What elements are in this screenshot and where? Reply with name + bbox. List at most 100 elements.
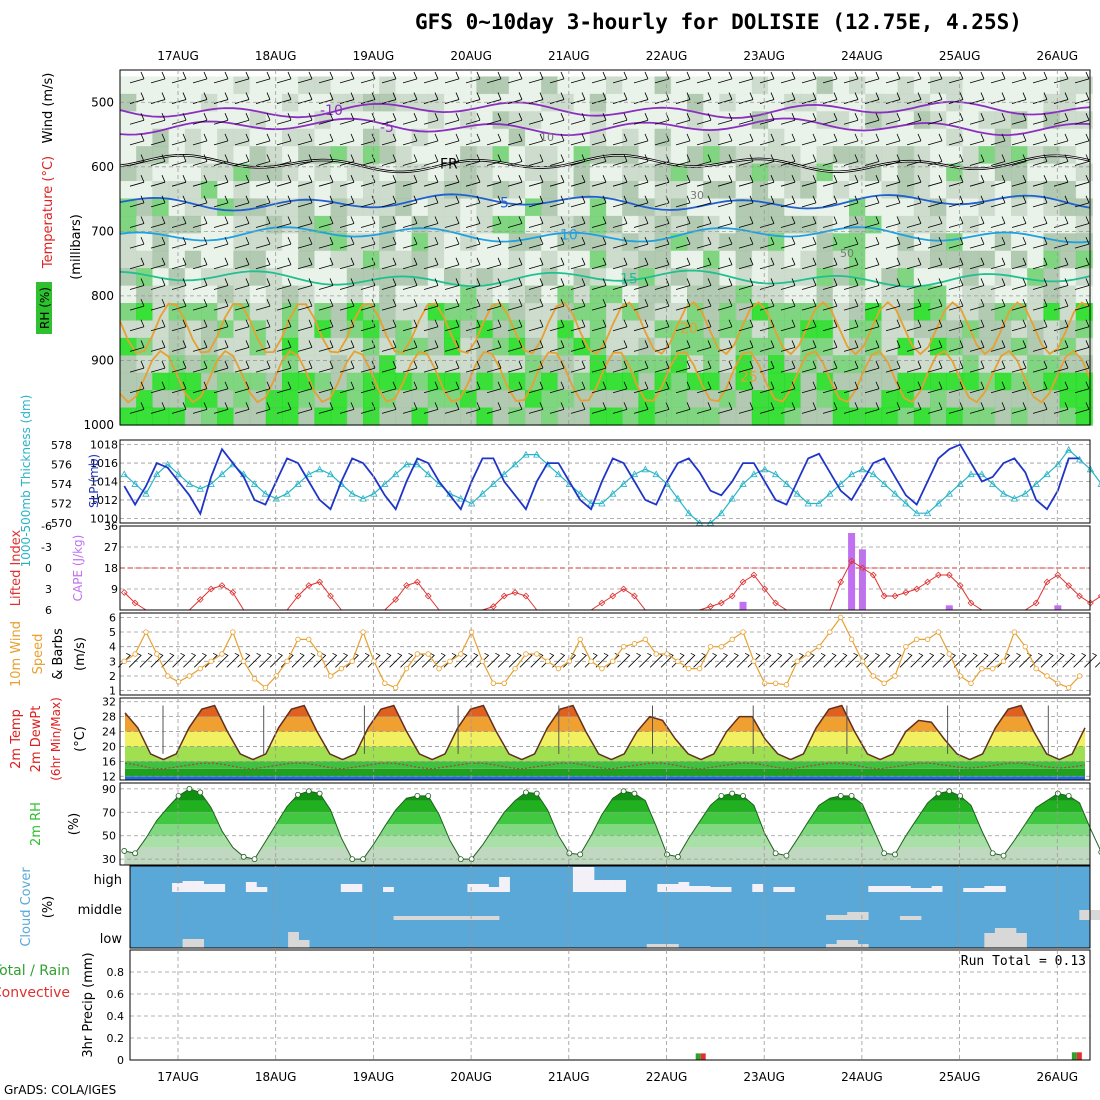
wind10-barb (780, 652, 794, 668)
bottom-date-24AUG: 24AUG (841, 1070, 883, 1084)
rh-shade-cell (184, 181, 202, 200)
wind-barb (759, 92, 775, 104)
rh-shade-cell (913, 163, 931, 182)
rh-shade-cell (832, 146, 850, 165)
rh-shade-cell (622, 76, 640, 95)
rh-shade-cell (363, 337, 380, 356)
wind-barb (990, 381, 1006, 394)
wind-barb (612, 236, 628, 249)
wind-barb (381, 195, 397, 208)
temp-tick: 12 (102, 770, 116, 783)
rh-shade-cell (427, 285, 445, 304)
wind-barb (885, 360, 901, 373)
wind-barb (486, 154, 502, 166)
rh-shade-cell (217, 337, 235, 356)
rh-shade-cell (201, 303, 218, 322)
rh-shade-cell (913, 146, 931, 165)
rh-shade-cell (816, 250, 834, 269)
wind-barb (234, 216, 250, 228)
lifted-point (489, 603, 497, 610)
wind-barb (822, 216, 838, 228)
cloud-high-bar (878, 886, 890, 892)
cloud-low-bar (836, 940, 848, 948)
wind-barb (381, 402, 397, 414)
wind-barb (696, 175, 712, 187)
wind-barb (234, 175, 250, 187)
rh-shade-cell (427, 320, 445, 339)
wind10-barb (617, 652, 631, 668)
wind10-point (523, 651, 529, 657)
rh-shade-cell (800, 355, 818, 374)
rh-shade-cell (249, 181, 267, 200)
thickness-point (826, 489, 834, 497)
rh-shade-cell (573, 198, 591, 217)
rh-shade-cell (541, 355, 559, 374)
rh-shade-cell (654, 163, 672, 182)
wind10-barb (1084, 652, 1098, 668)
cape-tick: 27 (104, 541, 118, 554)
rh-shade-cell (136, 163, 154, 182)
rh-point (360, 856, 366, 863)
rh-shade-cell (573, 303, 591, 322)
rh-shade-cell (719, 372, 737, 391)
wind-barb (822, 360, 838, 373)
rh-shade-cell (913, 233, 931, 252)
rh-shade-cell (897, 198, 915, 217)
rh-shade-cell (346, 111, 364, 130)
wind10-barb (487, 652, 501, 668)
wind-barb (948, 154, 964, 166)
wind-barb (465, 216, 481, 228)
wind-barb (234, 278, 250, 290)
lifted-point (511, 589, 519, 596)
wind10-barb (552, 652, 566, 668)
wind-barb (1053, 278, 1069, 290)
temp-contour-label: 15 (620, 271, 638, 287)
wind-barb (969, 278, 985, 290)
rh-shade-cell (768, 233, 785, 252)
rh-shade-cell (589, 163, 607, 182)
rh-shade-cell (784, 390, 802, 409)
rh-shade-cell (670, 355, 688, 374)
rh-shade-cell (282, 390, 299, 409)
wind-barb (780, 175, 796, 187)
cloud-middle-bar (847, 912, 859, 920)
wind-barb (801, 381, 817, 394)
wind10-point (382, 680, 388, 686)
wind10-barb (508, 652, 522, 668)
wind10-point (240, 658, 247, 665)
thickness-point (771, 470, 780, 478)
thickness-point (609, 489, 617, 497)
rh-shade-cell (1059, 163, 1077, 182)
wind-barb (444, 133, 460, 146)
rh-shade-cell (751, 163, 769, 182)
wind-barb (801, 319, 817, 332)
rh-shade-cell (508, 163, 526, 182)
rh-shade-cell (1027, 337, 1045, 356)
rh-shade-cell (233, 128, 251, 147)
wind10-barb (725, 652, 739, 668)
wind10-barb (704, 652, 718, 668)
wind-barb (150, 298, 166, 311)
wind-barb (843, 154, 859, 166)
wind-barb (969, 216, 985, 228)
wind-barb (276, 360, 292, 373)
wind-barb (990, 298, 1006, 311)
temp-contour (119, 100, 1091, 119)
cloud-low-bar (193, 939, 204, 948)
bottom-date-18AUG: 18AUG (255, 1070, 297, 1084)
wind-barb (822, 319, 838, 332)
wind10-point (707, 643, 714, 650)
rh-shade-cell (687, 128, 704, 147)
wind10-barb (193, 652, 207, 668)
wind-barb (675, 113, 691, 125)
top-date-20AUG: 20AUG (450, 49, 492, 63)
rh-shade-cell (1043, 181, 1061, 200)
wind-barb (906, 402, 922, 414)
cape-tick: 18 (104, 562, 118, 575)
slp-tick: 1016 (90, 457, 118, 470)
rh-shade-cell (1043, 163, 1061, 182)
rh-shade-cell (622, 181, 640, 200)
wind10-point (588, 658, 594, 665)
wind-barb (948, 257, 964, 270)
rh-shade-cell (1075, 181, 1093, 200)
